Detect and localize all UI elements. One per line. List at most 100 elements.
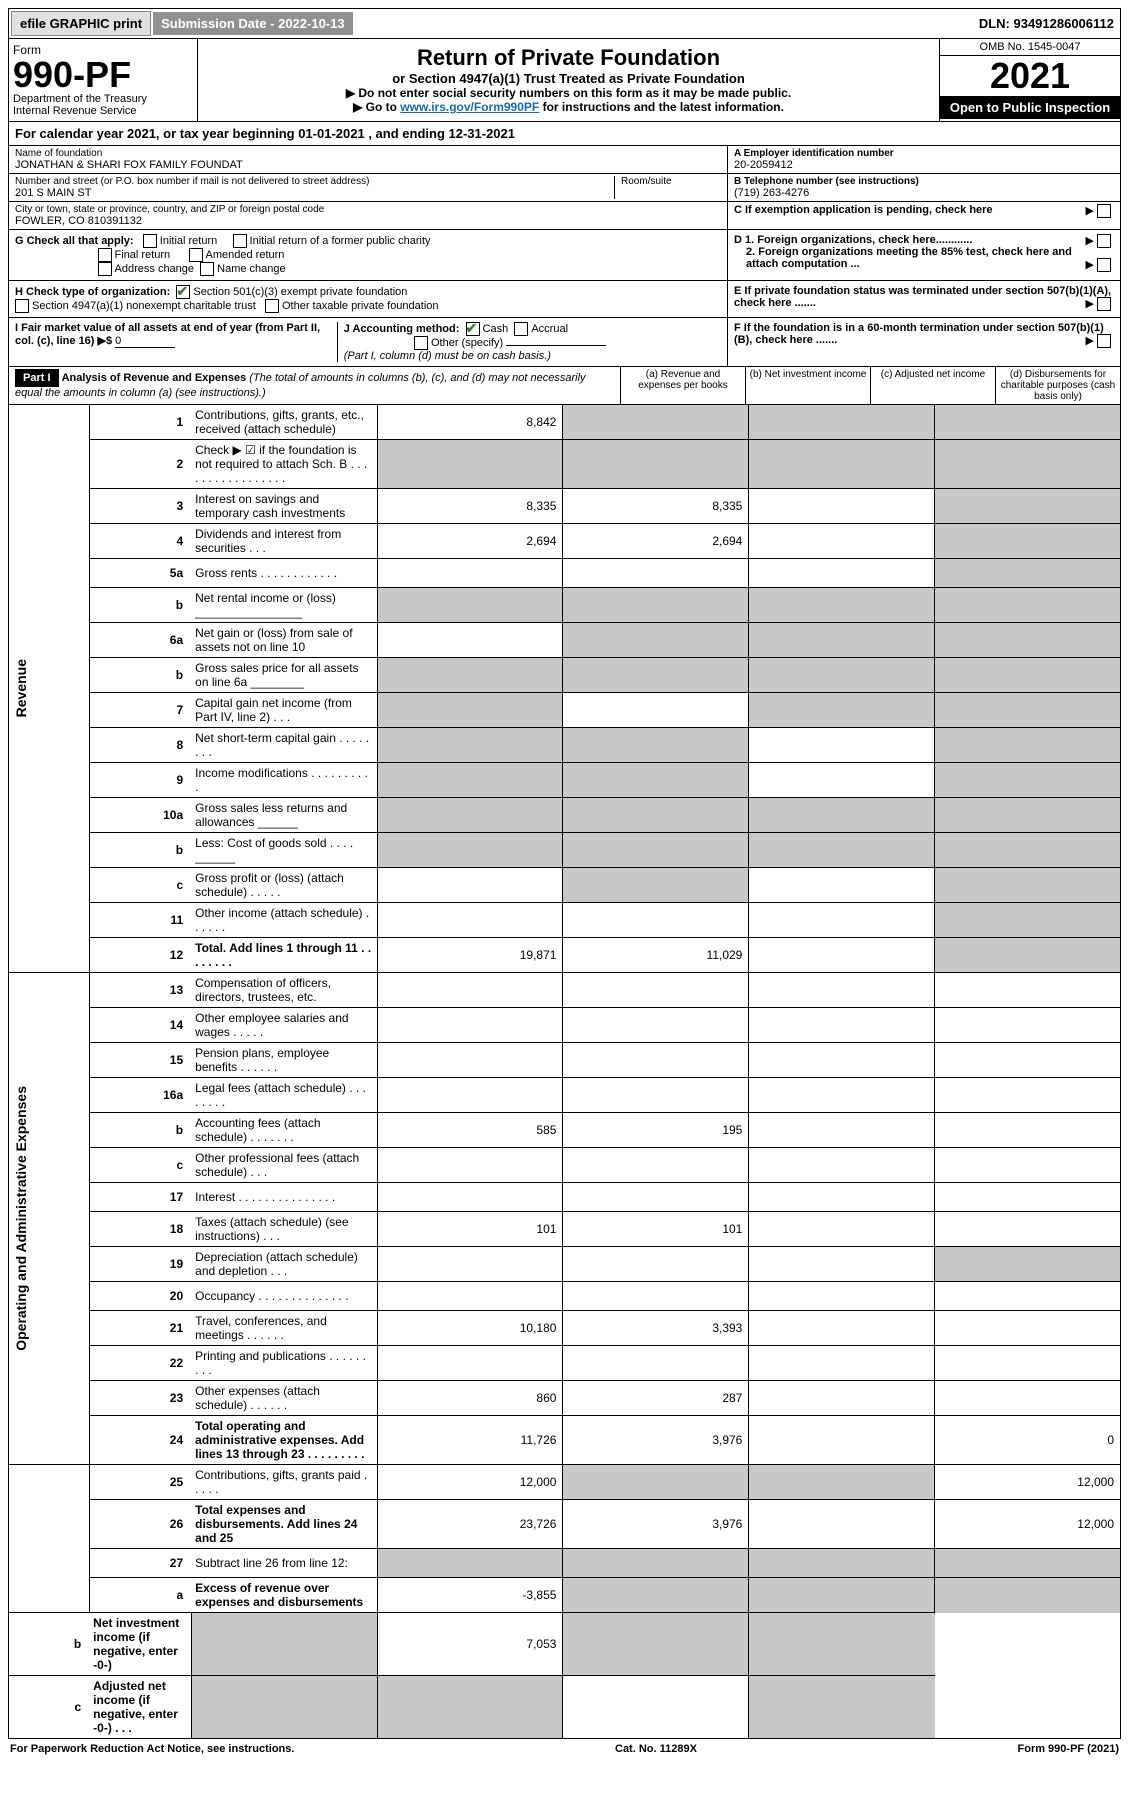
row-label: Legal fees (attach schedule) . . . . . .…	[191, 1078, 377, 1113]
e-checkbox[interactable]	[1097, 297, 1111, 311]
cell-a: 585	[377, 1113, 563, 1148]
row-number: 6a	[89, 623, 191, 658]
row-number: 1	[89, 405, 191, 440]
row-number: 10a	[89, 798, 191, 833]
cell-c	[749, 1549, 935, 1578]
room-label: Room/suite	[621, 176, 721, 187]
d2-checkbox[interactable]	[1097, 258, 1111, 272]
cell-b	[563, 623, 749, 658]
table-row: 2Check ▶ ☑ if the foundation is not requ…	[9, 440, 1120, 489]
cell-c	[749, 1282, 935, 1311]
row-number: 25	[89, 1465, 191, 1500]
row-number: 26	[89, 1500, 191, 1549]
h-label: H Check type of organization:	[15, 286, 170, 298]
cell-d: 12,000	[935, 1500, 1120, 1549]
form-number: 990-PF	[13, 57, 193, 93]
analysis-table: Revenue1Contributions, gifts, grants, et…	[9, 404, 1120, 1738]
cell-d	[935, 1113, 1120, 1148]
cell-a: 860	[377, 1381, 563, 1416]
row-label: Less: Cost of goods sold . . . . ______	[191, 833, 377, 868]
table-row: 5aGross rents . . . . . . . . . . . .	[9, 559, 1120, 588]
row-number: 5a	[89, 559, 191, 588]
cell-d	[935, 693, 1120, 728]
table-row: cOther professional fees (attach schedul…	[9, 1148, 1120, 1183]
cell-c	[749, 1043, 935, 1078]
row-label: Net short-term capital gain . . . . . . …	[191, 728, 377, 763]
cell-c	[749, 623, 935, 658]
cell-c	[749, 524, 935, 559]
other-method-checkbox[interactable]	[414, 336, 428, 350]
other-taxable-checkbox[interactable]	[265, 299, 279, 313]
cell-a: 19,871	[377, 938, 563, 973]
table-row: 16aLegal fees (attach schedule) . . . . …	[9, 1078, 1120, 1113]
row-number: 8	[89, 728, 191, 763]
row-label: Income modifications . . . . . . . . . .	[191, 763, 377, 798]
col-d-header: (d) Disbursements for charitable purpose…	[995, 367, 1120, 404]
cell-a	[377, 440, 563, 489]
row-number: 16a	[89, 1078, 191, 1113]
cell-a: 2,694	[377, 524, 563, 559]
calendar-year-line: For calendar year 2021, or tax year begi…	[8, 122, 1121, 146]
cell-a	[377, 658, 563, 693]
cell-b	[563, 973, 749, 1008]
cash-checkbox[interactable]	[466, 322, 480, 336]
amended-checkbox[interactable]	[189, 248, 203, 262]
ein-value: 20-2059412	[734, 159, 1114, 171]
col-b-header: (b) Net investment income	[745, 367, 870, 404]
cell-c	[749, 405, 935, 440]
4947-checkbox[interactable]	[15, 299, 29, 313]
footer-mid: Cat. No. 11289X	[615, 1743, 697, 1755]
name-change-checkbox[interactable]	[200, 262, 214, 276]
final-return-checkbox[interactable]	[98, 248, 112, 262]
row-label: Taxes (attach schedule) (see instruction…	[191, 1212, 377, 1247]
row-number: 24	[89, 1416, 191, 1465]
table-row: 20Occupancy . . . . . . . . . . . . . .	[9, 1282, 1120, 1311]
501c3-checkbox[interactable]	[176, 285, 190, 299]
table-row: 12Total. Add lines 1 through 11 . . . . …	[9, 938, 1120, 973]
row-label: Printing and publications . . . . . . . …	[191, 1346, 377, 1381]
form-header: Form 990-PF Department of the Treasury I…	[8, 39, 1121, 122]
row-number: 23	[89, 1381, 191, 1416]
initial-return-checkbox[interactable]	[143, 234, 157, 248]
row-number: 21	[89, 1311, 191, 1346]
table-row: bLess: Cost of goods sold . . . . ______	[9, 833, 1120, 868]
cell-c	[749, 489, 935, 524]
cell-a	[377, 833, 563, 868]
cell-c	[749, 658, 935, 693]
row-number: 3	[89, 489, 191, 524]
row-label: Other professional fees (attach schedule…	[191, 1148, 377, 1183]
cell-c	[749, 833, 935, 868]
table-row: 17Interest . . . . . . . . . . . . . . .	[9, 1183, 1120, 1212]
row-label: Compensation of officers, directors, tru…	[191, 973, 377, 1008]
row-label: Accounting fees (attach schedule) . . . …	[191, 1113, 377, 1148]
instructions-note: ▶ Go to www.irs.gov/Form990PF for instru…	[204, 100, 933, 114]
instructions-link[interactable]: www.irs.gov/Form990PF	[400, 100, 539, 114]
cell-d	[935, 868, 1120, 903]
efile-print-button[interactable]: efile GRAPHIC print	[11, 11, 151, 36]
initial-former-checkbox[interactable]	[233, 234, 247, 248]
cell-c	[749, 1113, 935, 1148]
cell-c	[749, 973, 935, 1008]
form-title: Return of Private Foundation	[204, 45, 933, 71]
c-checkbox[interactable]	[1097, 204, 1111, 218]
accrual-checkbox[interactable]	[514, 322, 528, 336]
phone-value: (719) 263-4276	[734, 187, 1114, 199]
f-checkbox[interactable]	[1097, 334, 1111, 348]
cell-b: 11,029	[563, 938, 749, 973]
row-number: b	[9, 1613, 89, 1676]
row-label: Net investment income (if negative, ente…	[89, 1613, 191, 1676]
cell-a	[377, 693, 563, 728]
table-row: 25Contributions, gifts, grants paid . . …	[9, 1465, 1120, 1500]
row-number: 14	[89, 1008, 191, 1043]
row-label: Contributions, gifts, grants, etc., rece…	[191, 405, 377, 440]
cell-c	[749, 1346, 935, 1381]
cell-d	[935, 1578, 1120, 1613]
cell-d	[935, 1008, 1120, 1043]
cell-d	[935, 938, 1120, 973]
cell-d	[935, 763, 1120, 798]
cell-b	[563, 693, 749, 728]
cell-b	[563, 1247, 749, 1282]
addr-change-checkbox[interactable]	[98, 262, 112, 276]
table-row: Operating and Administrative Expenses13C…	[9, 973, 1120, 1008]
d1-checkbox[interactable]	[1097, 234, 1111, 248]
